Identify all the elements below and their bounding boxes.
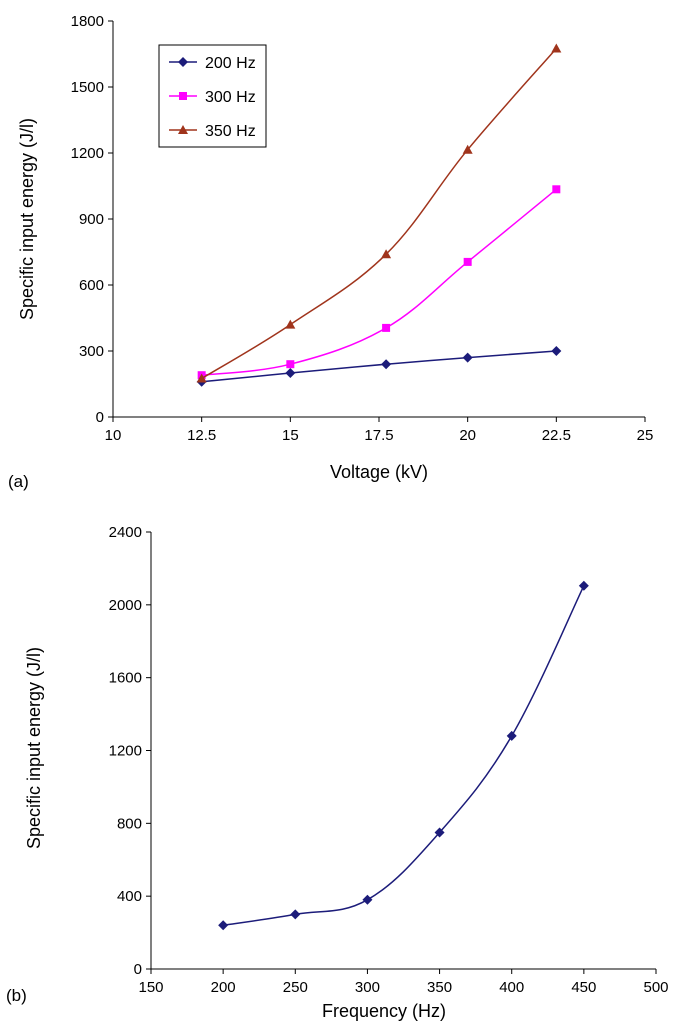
- y-tick-label: 1800: [71, 13, 104, 30]
- data-point: [552, 185, 561, 194]
- panel-a-ylabel: Specific input energy (J/l): [17, 118, 37, 320]
- panel-b-series: [218, 580, 589, 931]
- data-point: [285, 368, 296, 378]
- x-tick-label: 25: [637, 427, 654, 444]
- panel-b: 0 400 800 1200 1600 2000 2400 150 200 250 300 350 40…: [6, 524, 669, 1021]
- panel-b-ylabel: Specific input energy (J/l): [24, 647, 44, 849]
- legend-label: 200 Hz: [205, 55, 256, 72]
- data-point: [290, 909, 301, 920]
- legend-marker: [179, 92, 187, 100]
- y-tick-label: 800: [117, 815, 142, 832]
- data-point: [382, 323, 391, 332]
- panel-a-label: (a): [8, 472, 29, 491]
- panel-a-legend: 200 Hz 300 Hz 350 Hz: [158, 44, 267, 148]
- x-tick-label: 350: [427, 979, 452, 996]
- series-line-1: [223, 585, 585, 927]
- x-tick-label: 10: [105, 427, 122, 444]
- x-tick-label: 400: [499, 979, 524, 996]
- data-point: [551, 346, 562, 356]
- y-tick-label: 1600: [109, 670, 142, 687]
- x-tick-label: 450: [571, 979, 596, 996]
- data-point: [285, 319, 296, 329]
- panel-b-xlabel: Frequency (Hz): [322, 1001, 446, 1021]
- data-point: [463, 257, 472, 266]
- legend-label: 300 Hz: [205, 89, 256, 106]
- legend-label: 350 Hz: [205, 123, 256, 140]
- panel-a: 0 300 600 900 1200 1500 1800 10 12.5 15 17.5 20 22.5…: [8, 13, 653, 491]
- x-tick-label: 17.5: [364, 427, 393, 444]
- x-tick-label: 20: [459, 427, 476, 444]
- y-tick-label: 900: [79, 211, 104, 228]
- data-point: [362, 894, 373, 905]
- x-tick-label: 200: [211, 979, 236, 996]
- x-tick-label: 250: [283, 979, 308, 996]
- data-point: [196, 373, 207, 383]
- y-tick-label: 0: [96, 409, 104, 426]
- x-tick-label: 300: [355, 979, 380, 996]
- data-point: [462, 352, 473, 363]
- panel-a-xlabel: Voltage (kV): [330, 462, 428, 482]
- y-tick-label: 400: [117, 888, 142, 905]
- data-point: [286, 360, 295, 369]
- y-tick-label: 1500: [71, 79, 104, 96]
- panel-b-ticks: 0 400 800 1200 1600 2000 2400 150 200 250 300 350 40…: [109, 524, 669, 996]
- legend-marker: [178, 125, 188, 134]
- x-tick-label: 500: [643, 979, 668, 996]
- y-tick-label: 1200: [71, 145, 104, 162]
- legend-marker: [178, 57, 188, 67]
- y-tick-label: 2000: [109, 597, 142, 614]
- panel-a-series: [196, 43, 562, 387]
- data-point: [381, 249, 392, 259]
- data-point: [381, 359, 392, 370]
- data-point: [218, 920, 229, 931]
- x-tick-label: 12.5: [187, 427, 216, 444]
- y-tick-label: 600: [79, 277, 104, 294]
- series-line-1: [201, 350, 557, 383]
- data-point: [578, 580, 589, 591]
- data-point: [506, 730, 517, 741]
- y-tick-label: 0: [134, 961, 142, 978]
- data-point: [551, 43, 562, 53]
- y-tick-label: 300: [79, 343, 104, 360]
- y-tick-label: 2400: [109, 524, 142, 541]
- data-point: [434, 827, 445, 838]
- x-tick-label: 22.5: [542, 427, 571, 444]
- x-tick-label: 15: [282, 427, 299, 444]
- y-tick-label: 1200: [109, 743, 142, 760]
- data-point: [462, 144, 473, 154]
- panel-b-label: (b): [6, 986, 27, 1005]
- panel-b-axes: [150, 532, 656, 970]
- panel-a-ticks: 0 300 600 900 1200 1500 1800 10 12.5 15 17.5 20 22.5…: [71, 13, 654, 444]
- x-tick-label: 150: [138, 979, 163, 996]
